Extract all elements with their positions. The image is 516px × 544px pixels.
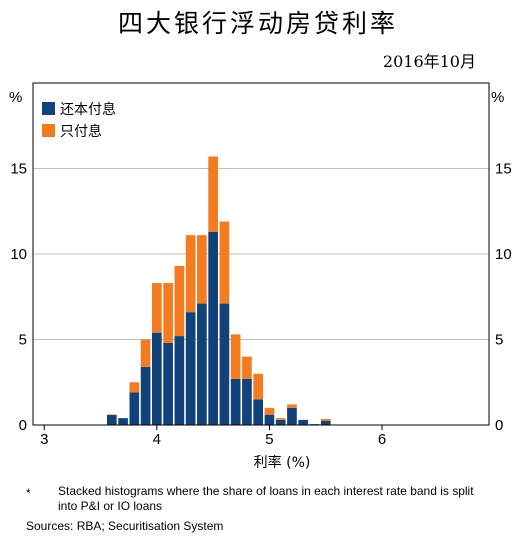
bar-interest-only [152, 283, 162, 333]
bar-principal-interest [275, 419, 286, 425]
legend-label-pi: 还本付息 [60, 101, 116, 118]
legend-swatch-pi [42, 102, 55, 115]
bar-principal-interest [185, 312, 196, 425]
legend: 还本付息 只付息 [42, 101, 116, 140]
bar-interest-only [185, 235, 196, 313]
bar-principal-interest [298, 419, 309, 425]
bar-principal-interest [264, 414, 275, 425]
bar-interest-only [208, 156, 218, 232]
footnote-marker: * [26, 486, 31, 500]
axis-ticks: 0 0 5 5 10 10 15 15 3 4 5 6 [10, 161, 511, 449]
footnote-text: Stacked histograms where the share of lo… [58, 484, 474, 513]
bar-interest-only [275, 418, 286, 420]
bar-interest-only [140, 339, 151, 367]
bar-interest-only [219, 221, 230, 304]
sources-text: Sources: RBA; Securitisation System [26, 519, 224, 533]
grid-lines [33, 168, 489, 340]
bar-principal-interest [152, 332, 162, 425]
bar-principal-interest [163, 342, 173, 425]
bar-interest-only [253, 373, 264, 400]
bar-principal-interest [219, 303, 230, 425]
bar-principal-interest [230, 378, 241, 425]
chart-subtitle: 2016年10月 [382, 52, 476, 71]
bar-principal-interest [208, 231, 218, 425]
x-tick-label: 4 [153, 431, 161, 448]
bar-interest-only [174, 265, 185, 337]
bar-interest-only [129, 382, 140, 393]
chart-title: 四大银行浮动房贷利率 [117, 9, 398, 38]
bar-principal-interest [140, 366, 151, 425]
bar-principal-interest [320, 420, 331, 425]
bar-interest-only [264, 407, 275, 415]
y-tick-label-right: 15 [495, 161, 512, 178]
x-tick-label: 5 [265, 431, 273, 448]
bar-principal-interest [197, 303, 207, 425]
y-tick-label-left: 15 [10, 161, 27, 178]
bar-principal-interest [118, 418, 128, 425]
bar-principal-interest [242, 378, 252, 425]
y-axis-unit-left: % [9, 89, 22, 106]
bar-principal-interest [106, 414, 117, 425]
bar-interest-only [230, 334, 241, 379]
bar-principal-interest [174, 336, 185, 425]
y-tick-label-right: 5 [495, 332, 503, 349]
plot-frame [32, 82, 490, 426]
y-tick-label-left: 5 [19, 332, 27, 349]
bar-interest-only [320, 419, 331, 421]
x-axis-label: 利率 (%) [254, 454, 311, 471]
bar-principal-interest [129, 392, 140, 425]
x-tick-label: 6 [378, 431, 386, 448]
bars [106, 156, 331, 425]
x-tick-label: 3 [40, 431, 48, 448]
bar-principal-interest [253, 399, 264, 425]
bar-interest-only [163, 283, 173, 343]
y-tick-label-right: 10 [495, 246, 512, 263]
bar-interest-only [242, 356, 252, 379]
y-tick-label-right: 0 [495, 417, 503, 434]
y-tick-label-left: 10 [10, 246, 27, 263]
legend-label-io: 只付息 [60, 123, 102, 140]
bar-principal-interest [287, 407, 297, 425]
y-axis-unit-right: % [491, 89, 504, 106]
legend-swatch-io [42, 124, 55, 137]
y-tick-label-left: 0 [19, 417, 27, 434]
bar-interest-only [287, 404, 297, 408]
bar-interest-only [197, 235, 207, 304]
